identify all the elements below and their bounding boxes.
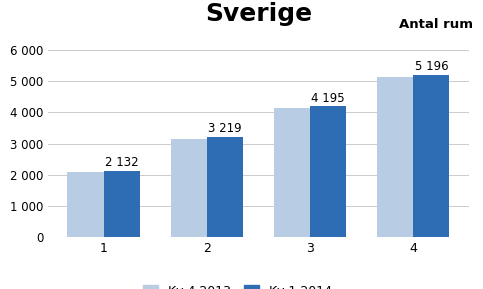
- Bar: [68, 172, 103, 237]
- Title: Sverige: Sverige: [205, 2, 312, 26]
- Bar: [310, 106, 346, 237]
- Bar: [377, 77, 413, 237]
- Bar: [207, 137, 243, 237]
- Text: 5 196: 5 196: [414, 60, 448, 73]
- Legend: Kv 4 2013, Kv 1 2014: Kv 4 2013, Kv 1 2014: [138, 280, 337, 289]
- Bar: [274, 108, 310, 237]
- Text: Antal rum: Antal rum: [398, 18, 473, 32]
- Bar: [413, 75, 449, 237]
- Text: 4 195: 4 195: [311, 92, 345, 105]
- Bar: [103, 171, 140, 237]
- Text: 3 219: 3 219: [208, 122, 242, 135]
- Text: 2 132: 2 132: [105, 156, 139, 169]
- Bar: [170, 139, 207, 237]
